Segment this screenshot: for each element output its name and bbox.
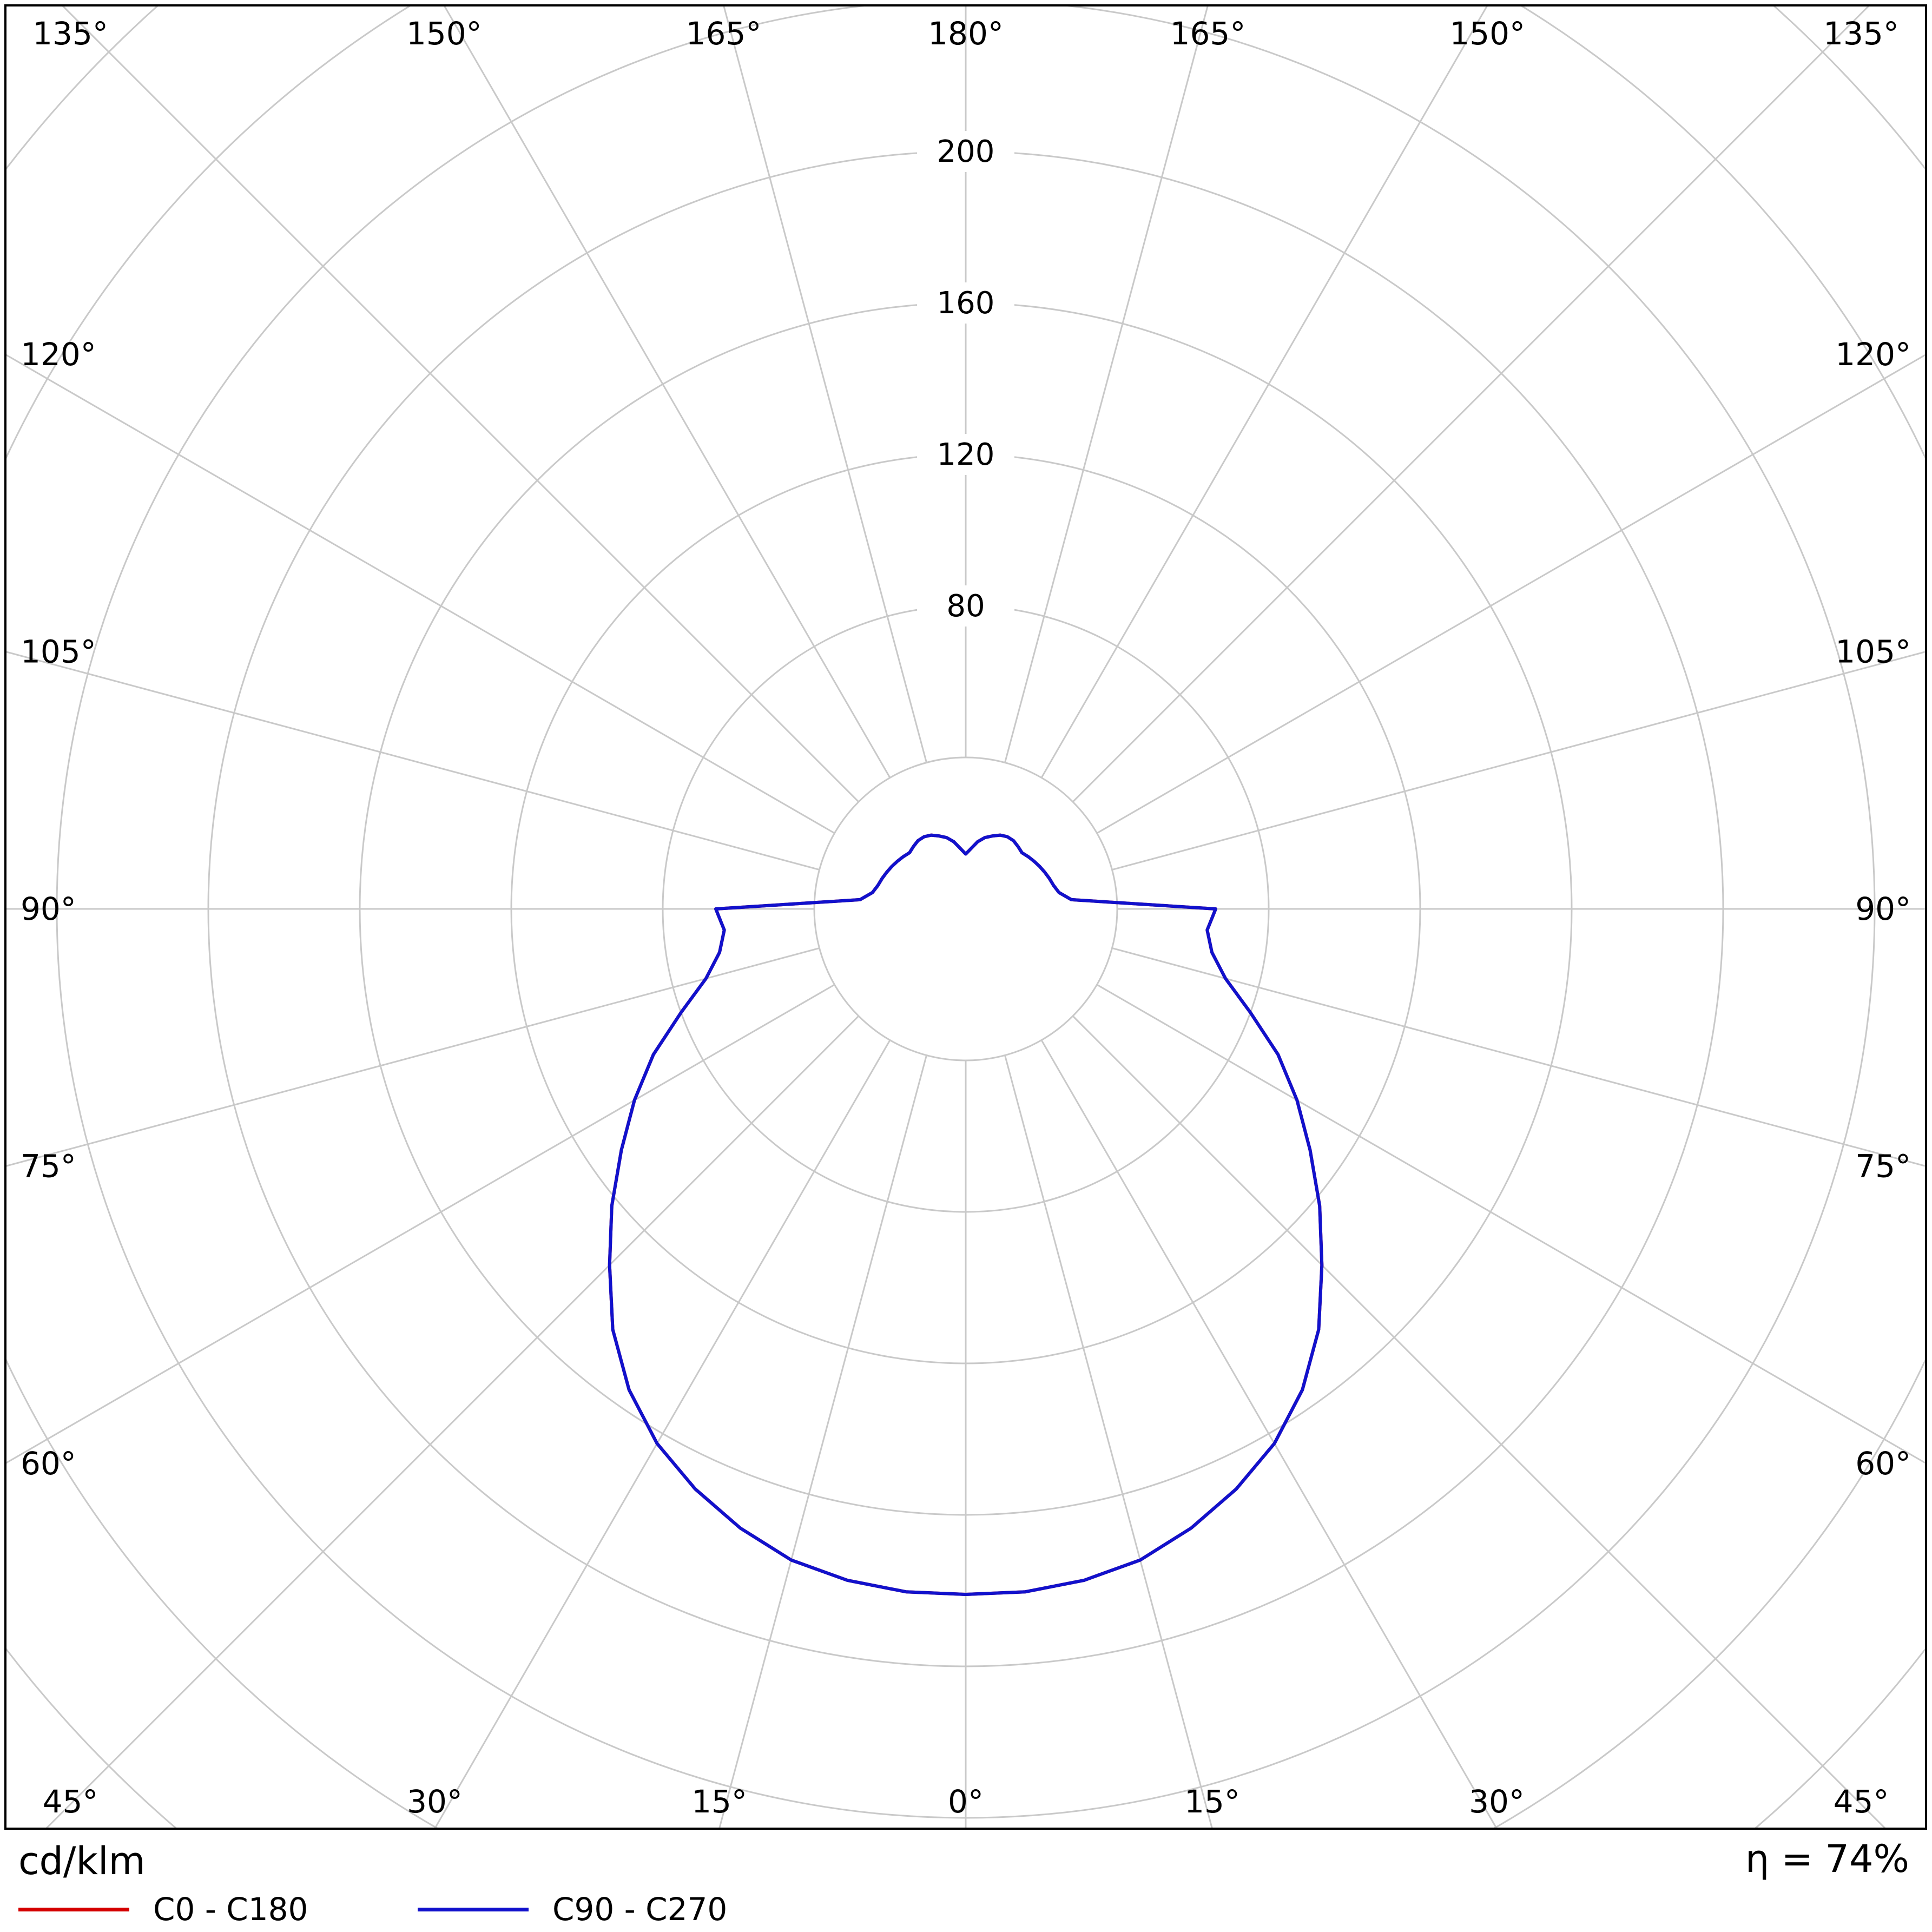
grid-spoke [433,1039,891,1829]
grid-spoke [722,5,927,763]
ring-label: 120 [937,437,995,472]
grid-spoke [1112,947,1926,1168]
grid-spoke [1040,1039,1498,1829]
angle-label: 75° [1855,1148,1911,1185]
ring-label-mask [917,131,1014,172]
angle-label: 120° [1835,336,1911,373]
grid-spoke [718,1055,927,1829]
grid-spoke [5,650,820,871]
c90-c270-label: C90 - C270 [552,1891,728,1928]
grid-spoke [61,5,860,803]
angle-label: 90° [1855,891,1911,927]
angle-label: 15° [691,1783,747,1820]
grid-spoke [5,984,835,1465]
ring-label-mask [917,282,1014,324]
angle-label: 15° [1184,1783,1240,1820]
grid-spoke [1004,5,1209,763]
angle-label: 45° [43,1783,98,1820]
angle-label: 150° [1449,15,1525,52]
angle-label: 165° [686,15,762,52]
efficiency-label: η = 74% [1745,1837,1909,1881]
grid-spoke [1112,650,1926,871]
angle-label: 150° [406,15,482,52]
angle-label: 60° [1855,1445,1911,1482]
grid-spoke [44,1015,860,1829]
footer: cd/klm η = 74% [0,1838,1932,1884]
angle-label: 60° [21,1445,76,1482]
ring-label: 160 [937,286,995,321]
c0-c180-label: C0 - C180 [153,1891,308,1928]
grid-spoke [1072,5,1871,803]
angle-label: 0° [948,1783,984,1820]
angle-label: 75° [21,1148,76,1185]
grid-spoke [1096,353,1926,834]
angle-label: 165° [1170,15,1246,52]
grid-spoke [5,947,820,1168]
legend-item-c90-c270: C90 - C270 [418,1888,727,1930]
angle-label: 135° [1823,15,1899,52]
legend-item-c0-c180: C0 - C180 [18,1888,308,1930]
c0-c180-line-swatch [18,1907,129,1911]
ring-label: 200 [937,134,995,169]
grid-spoke [1040,5,1488,779]
units-label: cd/klm [18,1839,146,1883]
grid-spoke [1072,1015,1887,1829]
c90-c270-line-swatch [418,1907,529,1911]
angle-label: 105° [21,633,96,670]
grid-spoke [443,5,891,779]
plot-frame [4,4,1927,1830]
angle-label: 90° [21,891,76,927]
angle-label: 180° [928,15,1004,52]
grid-spoke [5,353,835,834]
legend: C0 - C180 C90 - C270 [0,1888,1932,1930]
angle-label: 30° [407,1783,463,1820]
ring-label-mask [917,585,1014,627]
angle-label: 120° [21,336,96,373]
angle-label: 135° [32,15,108,52]
ring-label-mask [917,434,1014,475]
polar-plot-svg: 80 120 160 200 0° 15° 15° 30° 30° 45° 45° 60° 60° 75°… [4,4,1927,1830]
grid-spoke [1096,984,1926,1465]
angle-label: 105° [1835,633,1911,670]
grid-spoke [1004,1055,1214,1829]
ring-label: 80 [946,589,985,624]
angle-label: 30° [1469,1783,1525,1820]
c90-c270-curve [608,833,1324,1596]
angle-label: 45° [1834,1783,1889,1820]
